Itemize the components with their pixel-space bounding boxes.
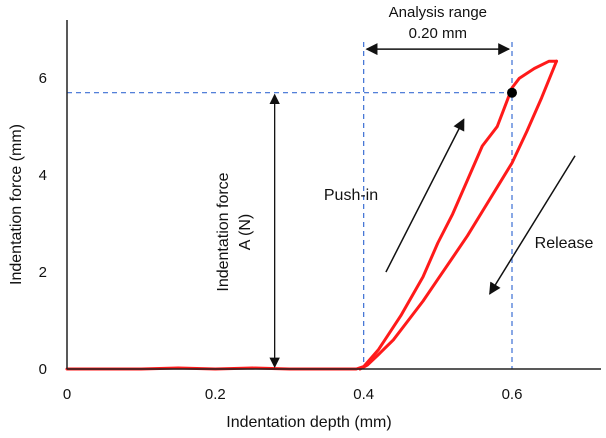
y-tick-label: 6 — [39, 70, 47, 87]
release-arrow — [489, 155, 576, 295]
y-tick-labels: 0 2 4 6 — [39, 70, 47, 378]
x-tick-label: 0.4 — [353, 386, 374, 403]
force-label-line1: Indentation force — [215, 172, 232, 291]
push-in-arrow — [385, 118, 465, 273]
y-tick-label: 2 — [39, 264, 47, 281]
push-in-label: Push-in — [324, 187, 378, 204]
y-tick-label: 0 — [39, 361, 47, 378]
push-in-curve — [65, 59, 558, 371]
y-axis-title: Indentation force (mm) — [8, 124, 25, 285]
analysis-end-marker — [507, 87, 517, 98]
analysis-range-title: Analysis range — [389, 4, 487, 21]
x-tick-label: 0 — [63, 386, 71, 403]
x-tick-label: 0.6 — [502, 386, 523, 403]
release-curve — [358, 59, 558, 371]
y-tick-label: 4 — [39, 167, 47, 184]
analysis-range-value: 0.20 mm — [409, 25, 467, 42]
x-axis-title: Indentation depth (mm) — [226, 414, 391, 431]
x-tick-labels: 0 0.2 0.4 0.6 — [63, 386, 523, 403]
release-label: Release — [535, 235, 594, 252]
x-tick-label: 0.2 — [205, 386, 226, 403]
force-label-line2: A (N) — [237, 214, 254, 250]
